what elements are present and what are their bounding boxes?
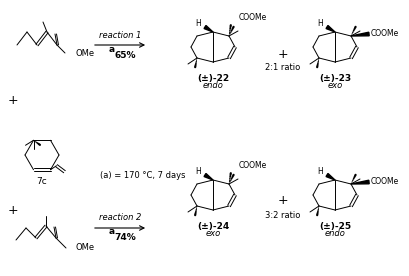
Text: a: a [109,227,115,237]
Text: 3:2 ratio: 3:2 ratio [265,211,301,219]
Text: COOMe: COOMe [371,30,399,38]
Text: +: + [8,203,18,216]
Polygon shape [204,25,213,32]
Text: a: a [109,44,115,54]
Text: 2:1 ratio: 2:1 ratio [265,63,301,73]
Text: 74%: 74% [114,233,136,243]
Polygon shape [326,25,335,32]
Text: endo: endo [202,81,223,91]
Text: endo: endo [325,230,346,238]
Text: H: H [195,166,201,176]
Polygon shape [351,180,369,184]
Text: OMe: OMe [75,49,94,57]
Text: exo: exo [205,230,220,238]
Polygon shape [351,32,369,36]
Text: +: + [278,193,288,206]
Text: (±)-22: (±)-22 [197,73,229,83]
Text: COOMe: COOMe [371,177,399,187]
Polygon shape [326,174,335,180]
Text: OMe: OMe [76,243,95,253]
Text: (a) = 170 °C, 7 days: (a) = 170 °C, 7 days [100,171,186,179]
Text: exo: exo [327,81,343,91]
Text: (±)-25: (±)-25 [319,222,351,230]
Text: H: H [317,18,323,28]
Text: (±)-24: (±)-24 [197,222,229,230]
Text: H: H [195,18,201,28]
Text: 7c: 7c [37,176,47,185]
Text: (±)-23: (±)-23 [319,73,351,83]
Text: +: + [278,49,288,62]
Text: 65%: 65% [114,51,136,60]
Text: COOMe: COOMe [239,14,267,23]
Text: H: H [317,166,323,176]
Text: reaction 1: reaction 1 [99,31,141,39]
Text: COOMe: COOMe [239,161,267,171]
Polygon shape [204,174,213,180]
Text: reaction 2: reaction 2 [99,214,141,222]
Text: +: + [8,94,18,107]
